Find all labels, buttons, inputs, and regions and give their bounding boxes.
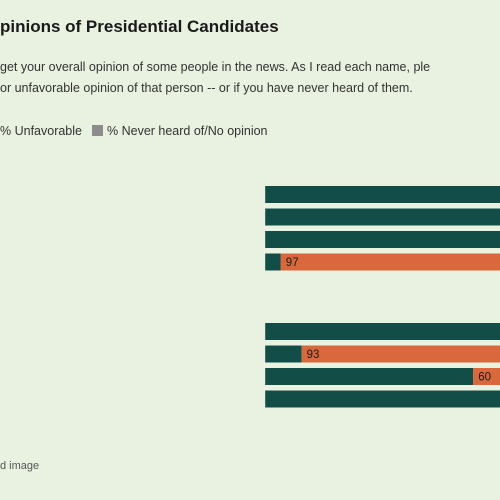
bar-segment-unfavorable: [280, 253, 500, 271]
subtitle-line: or unfavorable opinion of that person --…: [0, 81, 413, 95]
bar-segment-favorable: [265, 323, 500, 340]
legend-item-unfavorable: % Unfavorable: [0, 124, 82, 138]
subtitle-line: get your overall opinion of some people …: [0, 60, 431, 74]
legend-swatch-never-heard: [92, 125, 103, 136]
data-label: 97: [286, 257, 299, 269]
bar-segment-favorable: [265, 208, 500, 226]
bar-segment-favorable: [265, 368, 474, 385]
bar-segment-unfavorable: [473, 368, 500, 385]
bar-segment-unfavorable: [301, 345, 500, 363]
chart-title: pinions of Presidential Candidates: [0, 17, 279, 36]
legend-item-never-heard: % Never heard of/No opinion: [92, 124, 268, 138]
legend-label-never-heard: % Never heard of/No opinion: [107, 124, 268, 138]
data-label: 60: [478, 372, 491, 384]
legend-label-unfavorable: % Unfavorable: [0, 124, 82, 138]
chart-subtitle: get your overall opinion of some people …: [0, 57, 430, 99]
bar-chart: 535397549360: [265, 186, 500, 408]
data-label: 93: [307, 349, 320, 361]
bar-segment-favorable: [265, 345, 302, 363]
footer-note: d image: [0, 460, 40, 472]
bar-segment-favorable: [265, 186, 500, 203]
bar-segment-favorable: [265, 253, 281, 271]
bar-segment-favorable: [265, 390, 500, 408]
bar-segment-favorable: [265, 231, 500, 248]
